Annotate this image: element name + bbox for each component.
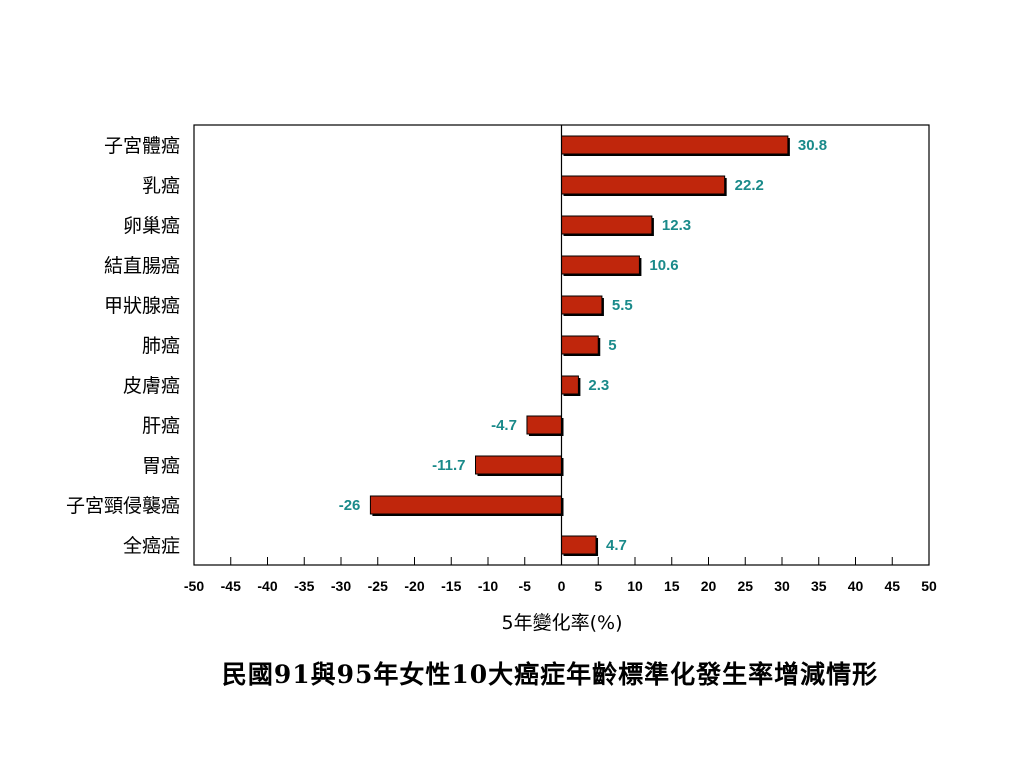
- x-tick-label: -45: [221, 578, 241, 594]
- x-tick-label: -35: [294, 578, 314, 594]
- x-tick-label: 15: [664, 578, 680, 594]
- x-tick-label: -5: [519, 578, 532, 594]
- data-label: 10.6: [649, 257, 678, 274]
- category-label: 結直腸癌: [104, 255, 180, 277]
- category-label: 皮膚癌: [123, 375, 180, 397]
- category-label: 肝癌: [142, 415, 180, 437]
- x-tick-label: 0: [558, 578, 566, 594]
- bar: [475, 455, 563, 475]
- bar: [561, 295, 603, 315]
- data-label: 22.2: [735, 177, 764, 194]
- x-tick-label: -40: [257, 578, 277, 594]
- bar: [561, 535, 597, 555]
- category-label: 全癌症: [123, 535, 180, 557]
- x-tick-label: 30: [774, 578, 790, 594]
- category-label: 乳癌: [142, 175, 180, 197]
- data-label: 30.8: [798, 137, 827, 154]
- data-label: -26: [339, 497, 361, 514]
- bar: [369, 495, 562, 515]
- bar: [561, 175, 726, 195]
- bar: [561, 255, 640, 275]
- x-tick-label: 35: [811, 578, 827, 594]
- x-tick-label: -20: [404, 578, 424, 594]
- bar: [561, 135, 789, 155]
- category-label: 卵巢癌: [123, 215, 180, 237]
- data-label: 2.3: [588, 377, 609, 394]
- x-tick-label: 45: [884, 578, 900, 594]
- x-axis-title: 5年變化率(%): [501, 612, 623, 634]
- data-label: -4.7: [491, 417, 517, 434]
- value-labels-layer: 30.8 22.2 12.3 10.6 5.5 5 2.3 -4.7 -11.7 -26 4.7: [339, 137, 827, 554]
- category-label: 肺癌: [142, 335, 180, 357]
- x-tick-label: 5: [594, 578, 602, 594]
- bar: [561, 215, 653, 235]
- x-tick-label: 40: [848, 578, 864, 594]
- x-tick-label: 10: [627, 578, 643, 594]
- x-tick-label: 50: [921, 578, 937, 594]
- data-label: 12.3: [662, 217, 691, 234]
- data-label: 5: [608, 337, 616, 354]
- bars-layer: [369, 135, 790, 556]
- bar: [526, 415, 563, 435]
- data-label: 4.7: [606, 537, 627, 554]
- category-label: 子宮頸侵襲癌: [66, 495, 180, 517]
- bar: [561, 335, 599, 355]
- x-axis: -50 -45 -40 -35 -30 -25 -20 -15 -10 -5 0 5 10 15 20 25 3…: [184, 557, 937, 594]
- category-label: 子宮體癌: [104, 135, 180, 157]
- data-label: -11.7: [432, 457, 465, 474]
- x-tick-label: -10: [478, 578, 498, 594]
- x-tick-label: 25: [737, 578, 753, 594]
- chart-title: 民國91與95年女性10大癌症年齡標準化發生率增減情形: [221, 660, 879, 689]
- data-label: 5.5: [612, 297, 633, 314]
- x-tick-label: -50: [184, 578, 204, 594]
- bar: [561, 375, 579, 395]
- category-label: 甲狀腺癌: [104, 295, 180, 317]
- x-tick-label: -25: [368, 578, 388, 594]
- x-tick-label: -30: [331, 578, 351, 594]
- category-label: 胃癌: [142, 455, 180, 477]
- x-tick-label: 20: [701, 578, 717, 594]
- x-tick-label: -15: [441, 578, 461, 594]
